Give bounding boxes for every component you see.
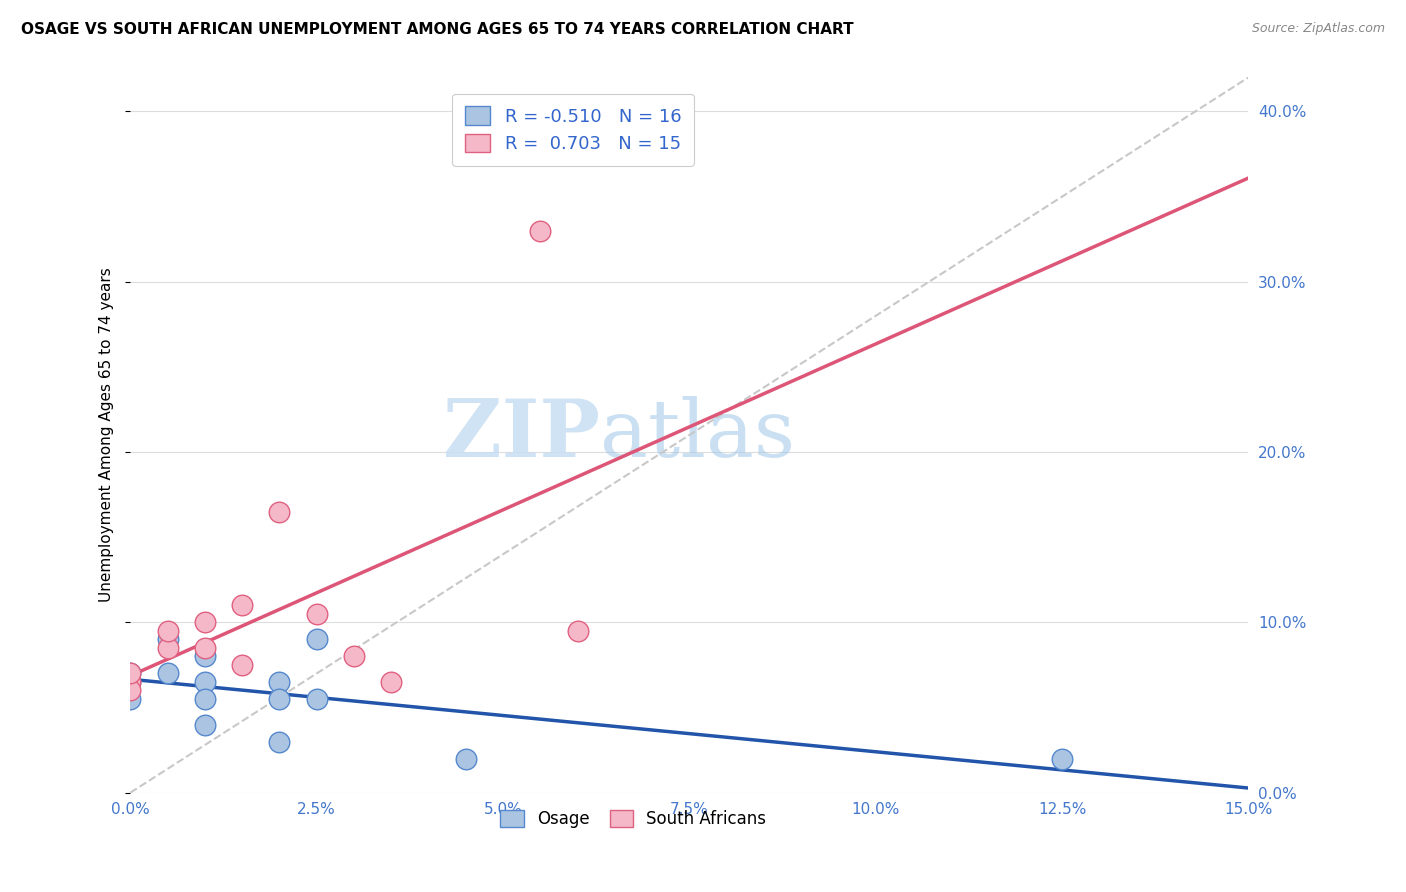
Y-axis label: Unemployment Among Ages 65 to 74 years: Unemployment Among Ages 65 to 74 years: [100, 268, 114, 602]
Point: [194, 615, 217, 630]
Point: [120, 675, 142, 690]
Text: Source: ZipAtlas.com: Source: ZipAtlas.com: [1251, 22, 1385, 36]
Point: [269, 505, 291, 519]
Point: [231, 657, 253, 672]
Point: [567, 624, 589, 638]
Point: [305, 632, 328, 647]
Point: [1050, 751, 1073, 765]
Point: [269, 675, 291, 690]
Point: [120, 666, 142, 681]
Point: [120, 683, 142, 698]
Point: [529, 224, 551, 238]
Point: [194, 649, 217, 664]
Point: [156, 632, 179, 647]
Point: [269, 692, 291, 706]
Point: [156, 624, 179, 638]
Point: [454, 751, 477, 765]
Point: [343, 649, 366, 664]
Point: [194, 675, 217, 690]
Text: OSAGE VS SOUTH AFRICAN UNEMPLOYMENT AMONG AGES 65 TO 74 YEARS CORRELATION CHART: OSAGE VS SOUTH AFRICAN UNEMPLOYMENT AMON…: [21, 22, 853, 37]
Point: [156, 666, 179, 681]
Point: [305, 692, 328, 706]
Point: [194, 692, 217, 706]
Point: [120, 692, 142, 706]
Point: [194, 640, 217, 655]
Point: [120, 666, 142, 681]
Point: [380, 675, 402, 690]
Point: [194, 717, 217, 731]
Text: ZIP: ZIP: [443, 396, 600, 474]
Point: [269, 734, 291, 748]
Point: [305, 607, 328, 621]
Legend: Osage, South Africans: Osage, South Africans: [494, 803, 773, 834]
Point: [231, 599, 253, 613]
Point: [120, 675, 142, 690]
Point: [156, 640, 179, 655]
Text: atlas: atlas: [600, 396, 794, 474]
